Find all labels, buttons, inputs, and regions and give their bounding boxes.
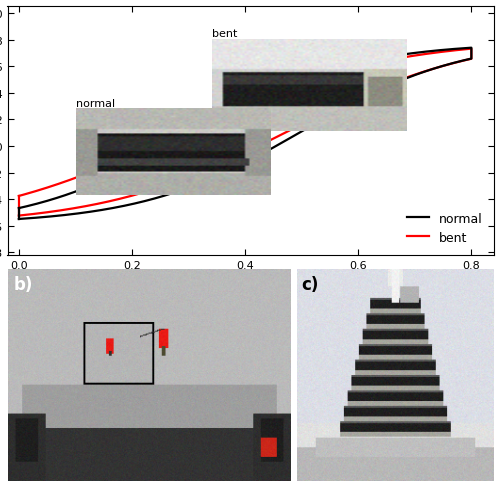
X-axis label: Voltage / V: Voltage / V [217, 276, 284, 289]
Legend: normal, bent: normal, bent [402, 207, 488, 249]
Text: b): b) [13, 276, 32, 294]
Text: c): c) [302, 276, 319, 294]
